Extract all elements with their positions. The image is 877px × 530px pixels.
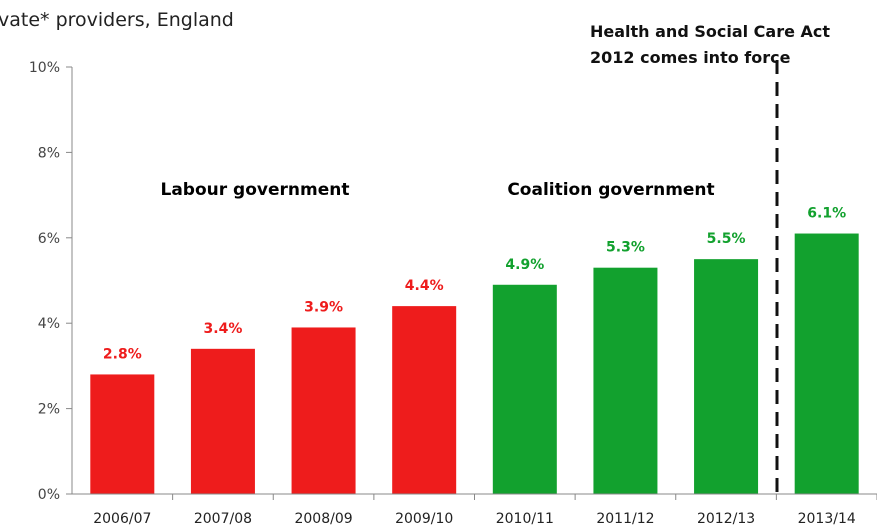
y-tick-label: 6% <box>38 231 60 247</box>
y-tick-label: 8% <box>38 145 60 161</box>
y-tick-label: 10% <box>29 60 60 76</box>
data-label: 6.1% <box>807 206 846 222</box>
act-annotation-line-1: Health and Social Care Act <box>590 22 830 41</box>
data-label: 4.4% <box>405 278 444 294</box>
data-label: 2.8% <box>103 346 142 362</box>
y-tick-label: 2% <box>38 402 60 418</box>
y-tick-label: 4% <box>38 316 60 332</box>
bar <box>593 267 658 494</box>
data-label: 5.5% <box>707 231 746 247</box>
bar <box>90 374 155 494</box>
act-annotation-line-2: 2012 comes into force <box>590 48 791 67</box>
labour-government-label: Labour government <box>161 180 350 200</box>
bar <box>794 233 859 494</box>
x-tick-label: 2010/11 <box>496 511 554 527</box>
x-tick-label: 2012/13 <box>697 511 755 527</box>
x-tick-label: 2008/09 <box>294 511 352 527</box>
data-label: 3.9% <box>304 299 343 315</box>
bar <box>392 306 457 494</box>
y-axis: 0% 2% 4% 6% 8% 10% <box>29 60 73 503</box>
x-tick-label: 2011/12 <box>596 511 654 527</box>
x-tick-label: 2006/07 <box>93 511 151 527</box>
data-label: 5.3% <box>606 240 645 256</box>
data-labels: 2.8% 3.4% 3.9% 4.4% 4.9% 5.3% 5.5% 6.1% <box>103 206 846 363</box>
data-label: 3.4% <box>204 321 243 337</box>
x-tick-label: 2009/10 <box>395 511 453 527</box>
bars <box>90 233 859 494</box>
bar <box>190 348 255 494</box>
y-tick-label: 0% <box>38 487 60 503</box>
chart-subtitle: vate* providers, England <box>0 9 234 31</box>
x-axis: 2006/07 2007/08 2008/09 2009/10 2010/11 2011/… <box>72 493 877 527</box>
data-label: 4.9% <box>505 257 544 273</box>
x-tick-label: 2013/14 <box>798 511 856 527</box>
bar <box>492 284 557 494</box>
bar <box>694 259 759 494</box>
bar <box>291 327 356 494</box>
coalition-government-label: Coalition government <box>507 180 714 200</box>
x-tick-label: 2007/08 <box>194 511 252 527</box>
